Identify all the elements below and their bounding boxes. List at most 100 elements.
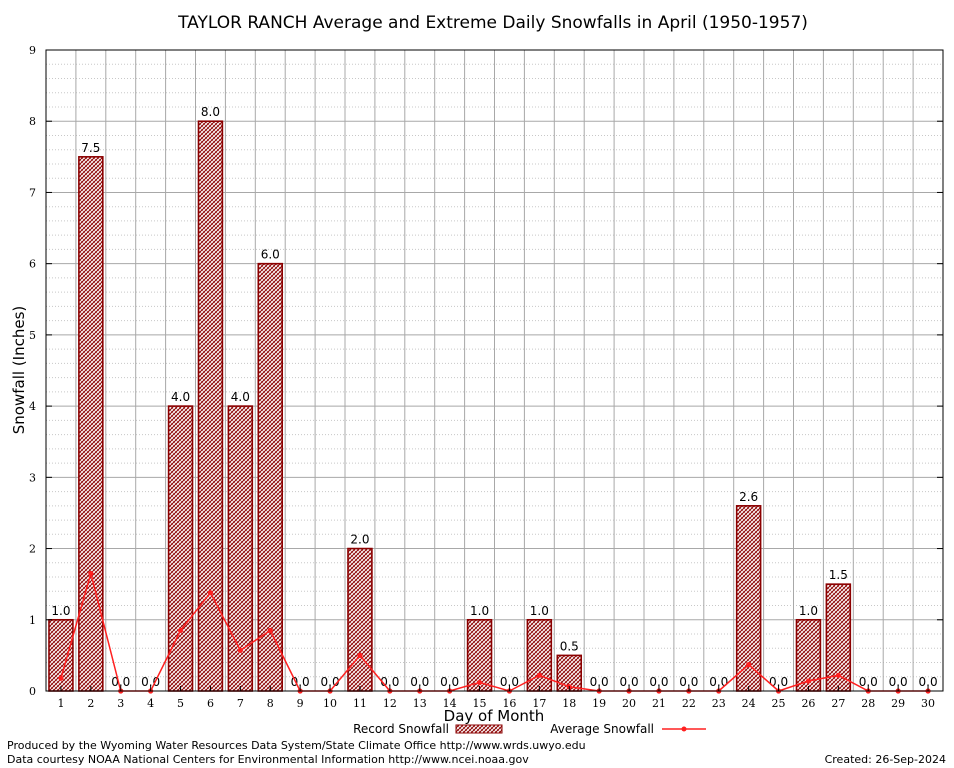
x-tick-label: 14 xyxy=(443,697,457,710)
average-point-day-5 xyxy=(177,627,184,634)
x-tick-label: 1 xyxy=(57,697,64,710)
x-tick-label: 4 xyxy=(147,697,154,710)
x-tick-label: 20 xyxy=(622,697,636,710)
record-bar-day-6 xyxy=(197,120,224,692)
y-tick-label: 8 xyxy=(29,115,36,128)
x-tick-label: 12 xyxy=(383,697,397,710)
chart-title: TAYLOR RANCH Average and Extreme Daily S… xyxy=(177,13,808,33)
bar-value-label: 1.5 xyxy=(829,568,848,582)
bar-value-label: 0.0 xyxy=(859,675,878,689)
x-tick-label: 18 xyxy=(562,697,576,710)
x-tick-label: 26 xyxy=(801,697,815,710)
y-tick-label: 6 xyxy=(29,258,36,271)
bar-value-label: 0.0 xyxy=(769,675,788,689)
x-tick-label: 7 xyxy=(237,697,244,710)
record-bar-day-11 xyxy=(347,547,373,692)
bar-value-label: 0.0 xyxy=(141,675,160,689)
average-point-day-24 xyxy=(746,662,752,668)
x-tick-label: 16 xyxy=(502,697,516,710)
x-tick-label: 25 xyxy=(772,697,786,710)
x-tick-label: 19 xyxy=(592,697,606,710)
bar-value-label: 0.0 xyxy=(410,675,429,689)
bar-value-label: 2.0 xyxy=(350,533,369,547)
bar-value-label: 1.0 xyxy=(530,604,549,618)
footer-produced-by: Produced by the Wyoming Water Resources … xyxy=(7,739,586,752)
bar-value-label: 1.0 xyxy=(470,604,489,618)
bar-value-labels: 1.0 7.5 0.0 0.0 4.0 8.0 4.0 6.0 0.0 0.0 2.0 0.0 0.0 0… xyxy=(51,105,937,689)
bar-value-label: 6.0 xyxy=(261,248,280,262)
average-point-day-27 xyxy=(835,672,841,678)
record-bar-day-2 xyxy=(78,156,104,692)
x-tick-label: 8 xyxy=(267,697,274,710)
y-tick-label: 3 xyxy=(29,471,36,484)
x-tick-label: 13 xyxy=(413,697,427,710)
x-tick-label: 11 xyxy=(353,697,367,710)
average-point-day-8 xyxy=(267,627,273,634)
bar-value-label: 0.0 xyxy=(111,675,130,689)
x-tick-label: 5 xyxy=(177,697,184,710)
average-point-day-2 xyxy=(88,570,94,577)
average-point-day-26 xyxy=(805,678,812,684)
y-tick-label: 4 xyxy=(29,400,36,413)
bar-value-label: 8.0 xyxy=(201,105,220,119)
x-tick-label: 10 xyxy=(323,697,337,710)
x-tick-label: 23 xyxy=(712,697,726,710)
x-axis-label: Day of Month xyxy=(444,707,545,725)
footer-created: Created: 26-Sep-2024 xyxy=(824,753,946,766)
average-snowfall-polyline xyxy=(60,570,929,692)
legend-record-label: Record Snowfall xyxy=(353,722,449,736)
x-tick-label: 28 xyxy=(861,697,875,710)
x-tick-label: 9 xyxy=(297,697,304,710)
average-point-day-11 xyxy=(357,652,363,658)
x-tick-label: 30 xyxy=(921,697,935,710)
average-point-day-6 xyxy=(207,590,214,596)
x-tick-label: 2 xyxy=(87,697,94,710)
average-point-day-15 xyxy=(476,679,483,686)
y-tick-label: 5 xyxy=(29,329,36,342)
average-point-day-1 xyxy=(58,675,64,681)
y-tick-label: 1 xyxy=(29,614,36,627)
bar-value-label: 0.5 xyxy=(560,639,579,653)
bar-value-label: 0.0 xyxy=(679,675,698,689)
bar-value-label: 0.0 xyxy=(291,675,310,689)
bar-value-label: 0.0 xyxy=(620,675,639,689)
x-tick-label: 15 xyxy=(473,697,487,710)
record-snowfall-bars xyxy=(48,120,852,692)
bar-value-label: 4.0 xyxy=(231,390,250,404)
bar-value-label: 0.0 xyxy=(709,675,728,689)
legend-average-label: Average Snowfall xyxy=(550,722,654,736)
y-axis-label: Snowfall (Inches) xyxy=(10,306,28,434)
legend: Record Snowfall Average Snowfall xyxy=(353,722,706,736)
legend-record-swatch xyxy=(455,724,503,734)
y-tick-label: 7 xyxy=(29,186,36,199)
bar-value-label: 1.0 xyxy=(51,604,70,618)
bar-value-label: 2.6 xyxy=(739,490,758,504)
x-tick-label: 22 xyxy=(682,697,696,710)
x-tick-label: 27 xyxy=(831,697,845,710)
bar-value-label: 4.0 xyxy=(171,390,190,404)
legend-average-marker xyxy=(681,726,687,732)
bar-value-label: 0.0 xyxy=(500,675,519,689)
x-tick-label: 17 xyxy=(532,697,546,710)
bar-value-label: 7.5 xyxy=(81,141,100,155)
x-tick-label: 3 xyxy=(117,697,124,710)
x-tick-label: 29 xyxy=(891,697,905,710)
bar-value-label: 0.0 xyxy=(649,675,668,689)
average-point-day-17 xyxy=(536,672,542,678)
record-bar-day-8 xyxy=(257,262,284,692)
x-tick-label: 6 xyxy=(207,697,214,710)
bar-value-label: 1.0 xyxy=(799,604,818,618)
y-tick-label: 9 xyxy=(29,44,36,57)
bar-value-label: 0.0 xyxy=(440,675,459,689)
bar-value-label: 0.0 xyxy=(590,675,609,689)
bar-value-label: 0.0 xyxy=(919,675,938,689)
x-tick-label: 24 xyxy=(742,697,756,710)
y-tick-label: 0 xyxy=(29,685,36,698)
average-point-day-7 xyxy=(237,647,243,654)
y-tick-label: 2 xyxy=(29,543,36,556)
plot-frame xyxy=(45,49,944,692)
bar-value-label: 0.0 xyxy=(889,675,908,689)
x-tick-label: 21 xyxy=(652,697,666,710)
